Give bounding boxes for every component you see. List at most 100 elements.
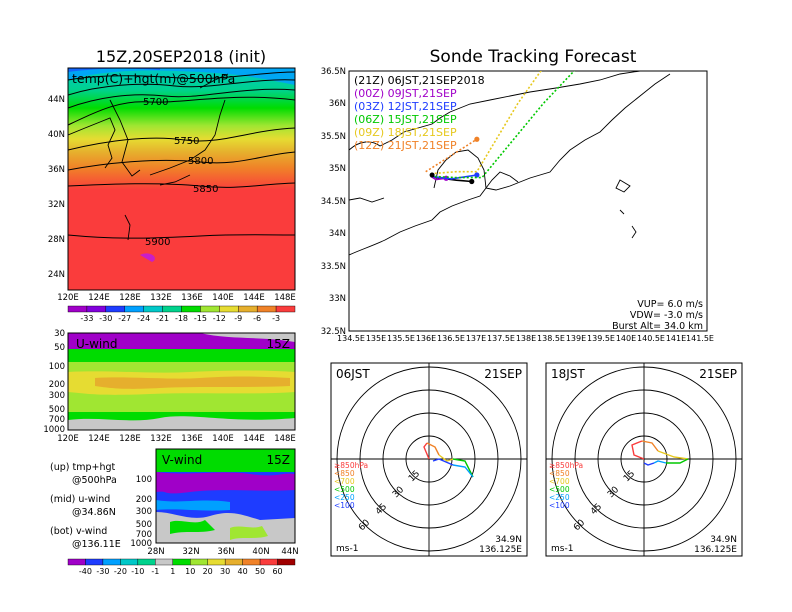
wind-cbar-label: 60 bbox=[272, 567, 282, 576]
uwind-level-50: 50 bbox=[54, 343, 65, 353]
vwind-panel: V-wind 15Z 100 200 300 500 700 1000 28N … bbox=[130, 448, 299, 557]
hodograph-trace bbox=[641, 440, 659, 452]
vwind-title: V-wind bbox=[162, 453, 202, 467]
track-legend-3: (06Z) 15JST,21SEP bbox=[354, 113, 457, 126]
contour-label-5850: 5850 bbox=[193, 184, 218, 195]
track-lat-36N: 36N bbox=[329, 99, 346, 109]
uwind-level-200: 200 bbox=[49, 380, 65, 390]
hodo-right-unit: ms-1 bbox=[551, 544, 573, 554]
wind-cbar-swatch bbox=[137, 558, 156, 566]
map500-label: temp(C)+hgt(m)@500hPa bbox=[72, 71, 235, 86]
hodo-right-time: 18JST bbox=[551, 367, 585, 381]
wind-cbar-swatch bbox=[207, 558, 226, 566]
track-coastlines bbox=[349, 71, 671, 256]
vwind-level-labels: 100 200 300 500 700 1000 bbox=[130, 475, 152, 549]
vwind-lat-44N: 44N bbox=[281, 547, 298, 557]
vwind-time: 15Z bbox=[267, 453, 291, 467]
uwind-lon-144E: 144E bbox=[243, 434, 265, 444]
hodo-left-legend-5: <100 bbox=[334, 501, 355, 510]
track-lat-labels: 36.5N 36N 35.5N 35N 34.5N 34N 33.5N 33N … bbox=[321, 67, 346, 337]
uwind-level-700: 700 bbox=[49, 415, 65, 425]
wind-cbar-swatch bbox=[120, 558, 139, 566]
hodo-right-lat: 34.9N bbox=[710, 535, 737, 545]
track-legend-5: (12Z) 21JST,21SEP bbox=[354, 139, 457, 152]
wind-cbar-swatch bbox=[85, 558, 104, 566]
wind-cbar-swatch bbox=[242, 558, 261, 566]
track-lat-34.5N: 34.5N bbox=[321, 197, 346, 207]
uwind-title: U-wind bbox=[76, 337, 117, 351]
map500-lon-136E: 136E bbox=[181, 293, 203, 303]
note-bot-a: (bot) v-wind bbox=[50, 526, 107, 537]
temp-cbar-label: -9 bbox=[234, 314, 242, 323]
track-line bbox=[430, 174, 478, 180]
wind-cbar-label: 50 bbox=[255, 567, 265, 576]
track-endpoint bbox=[474, 136, 480, 142]
temp-cbar-label: -24 bbox=[137, 314, 150, 323]
track-lon-137.5E: 137.5E bbox=[487, 334, 515, 343]
map500-lat-labels: 44N 40N 36N 32N 28N 24N bbox=[48, 95, 65, 280]
uwind-lon-132E: 132E bbox=[150, 434, 172, 444]
temp-cbar-swatch bbox=[238, 305, 258, 313]
track-lon-labels: 134.5E 135E 135.5E 136E 136.5E 137E 137.… bbox=[337, 334, 714, 343]
hodo-left-legend-0: ≥850hPa bbox=[334, 461, 368, 470]
uwind-level-labels: 30 50 100 200 300 500 700 1000 bbox=[43, 329, 65, 435]
temp-cbar-label: -30 bbox=[99, 314, 112, 323]
hodograph-trace bbox=[666, 458, 689, 464]
track-lat-35N: 35N bbox=[329, 164, 346, 174]
map500-lon-140E: 140E bbox=[212, 293, 234, 303]
note-up-b: @500hPa bbox=[72, 475, 117, 486]
uwind-level-1000: 1000 bbox=[43, 425, 65, 435]
vwind-level-300: 300 bbox=[136, 507, 152, 517]
track-lon-135E: 135E bbox=[366, 334, 386, 343]
contour-label-5800: 5800 bbox=[188, 156, 213, 167]
track-lon-139.5E: 139.5E bbox=[587, 334, 615, 343]
temp-cbar-label: -33 bbox=[80, 314, 93, 323]
hodograph-right: 18JST 21SEP 15 30 45 60 ≥850hPa <850 <70… bbox=[545, 362, 743, 557]
wind-cbar-swatch bbox=[67, 558, 86, 566]
track-legend-2: (03Z) 12JST,21SEP bbox=[354, 100, 457, 113]
track-line bbox=[430, 71, 576, 179]
vwind-lat-40N: 40N bbox=[252, 547, 269, 557]
note-mid-b: @34.86N bbox=[72, 507, 116, 518]
track-info-vup: VUP= 6.0 m/s bbox=[637, 299, 703, 310]
hodo-left-time: 06JST bbox=[336, 367, 370, 381]
temp-cbar-label: -21 bbox=[156, 314, 169, 323]
track-lon-138.5E: 138.5E bbox=[537, 334, 565, 343]
hodograph-trace bbox=[432, 458, 454, 466]
vwind-lat-labels: 28N 32N 36N 40N 44N bbox=[147, 547, 298, 557]
wind-cbar-label: -30 bbox=[96, 567, 109, 576]
wind-colorbar: -40 -30 -20 -10 -1 1 10 20 30 40 50 60 bbox=[67, 558, 296, 576]
temp-cbar-swatch bbox=[275, 305, 296, 313]
map500-lon-120E: 120E bbox=[57, 293, 79, 303]
temp-cbar-label: -27 bbox=[118, 314, 131, 323]
vwind-level-700: 700 bbox=[136, 530, 152, 540]
track-lon-141E: 141E bbox=[666, 334, 686, 343]
wind-cbar-swatch bbox=[155, 558, 173, 566]
temp-cbar-swatch bbox=[67, 305, 88, 313]
track-lon-137E: 137E bbox=[466, 334, 486, 343]
left-title: 15Z,20SEP2018 (init) bbox=[96, 47, 266, 66]
hodograph-trace bbox=[643, 462, 655, 466]
temp-colorbar: -33 -30 -27 -24 -21 -18 -15 -12 -9 -6 -3 bbox=[67, 305, 296, 323]
track-lat-32.5N: 32.5N bbox=[321, 327, 346, 337]
temp-cbar-label: -18 bbox=[175, 314, 188, 323]
wind-cbar-label: 40 bbox=[238, 567, 248, 576]
track-lat-36.5N: 36.5N bbox=[321, 67, 346, 77]
track-lat-33.5N: 33.5N bbox=[321, 262, 346, 272]
wind-cbar-swatch bbox=[172, 558, 191, 566]
map500-lat-40N: 40N bbox=[48, 130, 65, 140]
uwind-panel: U-wind 15Z 30 50 100 200 300 500 700 100… bbox=[43, 329, 295, 444]
uwind-level-30: 30 bbox=[54, 329, 65, 339]
hodograph-trace bbox=[452, 458, 474, 478]
temp-cbar-swatch bbox=[124, 305, 144, 313]
temp-cbar-label: -15 bbox=[194, 314, 207, 323]
track-panel: 36.5N 36N 35.5N 35N 34.5N 34N 33.5N 33N … bbox=[321, 67, 714, 343]
map500-lon-124E: 124E bbox=[88, 293, 110, 303]
wind-cbar-swatch bbox=[224, 558, 243, 566]
hodo-left-date: 21SEP bbox=[484, 367, 522, 381]
map500-lat-44N: 44N bbox=[48, 95, 65, 105]
uwind-level-500: 500 bbox=[49, 405, 65, 415]
note-mid-a: (mid) u-wind bbox=[50, 494, 110, 505]
wind-cbar-label: -1 bbox=[151, 567, 159, 576]
